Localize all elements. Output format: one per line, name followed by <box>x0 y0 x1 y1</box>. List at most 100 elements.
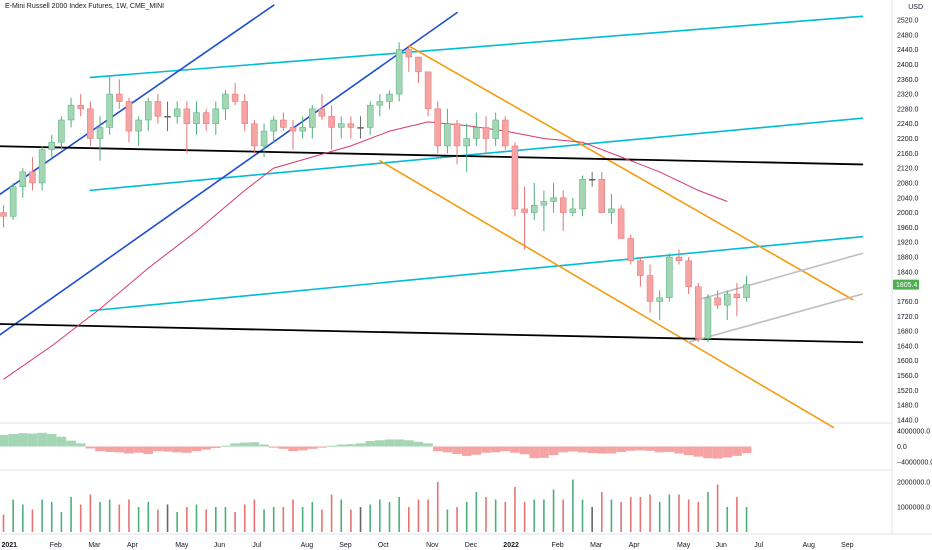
trendline <box>687 293 864 344</box>
price-tick-label: 1960.0 <box>897 225 919 232</box>
oscillator-bar <box>404 440 414 447</box>
oscillator-bar <box>18 433 28 447</box>
oscillator-bar <box>664 446 675 452</box>
time-tick-label: Apr <box>127 542 139 549</box>
price-tick-label: 2360.0 <box>897 77 919 84</box>
oscillator-bar <box>0 434 9 447</box>
candle-body <box>675 256 683 261</box>
oscillator-bar <box>548 446 559 456</box>
candle-body <box>212 108 220 124</box>
oscillator-bar <box>211 446 221 449</box>
oscillator-bar <box>317 446 327 448</box>
price-tick-label: 1600.0 <box>897 358 919 365</box>
candle-body <box>202 112 210 124</box>
candle-body <box>328 116 335 128</box>
price-tick-label: 1760.0 <box>897 299 919 306</box>
oscillator-panel <box>0 432 752 459</box>
trendline <box>407 45 854 301</box>
time-tick-label: Aug <box>802 542 815 549</box>
candles <box>0 42 750 343</box>
oscillator-bar <box>46 433 57 447</box>
candle-body <box>19 171 27 187</box>
price-tick-label: 2080.0 <box>897 180 919 187</box>
current-price-badge <box>893 279 919 290</box>
candle-body <box>77 104 84 110</box>
price-tick-label: 2160.0 <box>897 151 919 158</box>
oscillator-bar <box>375 440 385 447</box>
oscillator-bar <box>616 446 626 452</box>
price-tick-label: 2520.0 <box>897 18 919 25</box>
oscillator-bar <box>355 443 366 447</box>
oscillator-bar <box>307 446 318 449</box>
candle-body <box>395 49 403 95</box>
oscillator-bar <box>182 446 192 453</box>
time-tick-label: Aug <box>301 542 314 549</box>
oscillator-bar <box>558 446 568 453</box>
price-tick-label: 1640.0 <box>897 343 919 350</box>
time-tick-label: Nov <box>426 542 439 549</box>
oscillator-bar <box>703 446 713 459</box>
oscillator-bar <box>413 441 424 447</box>
candle-body <box>154 101 162 117</box>
candle-body <box>376 101 384 106</box>
candle-body <box>173 108 181 117</box>
candle-body <box>637 260 644 276</box>
oscillator-bar <box>442 446 453 453</box>
oscillator-bar <box>153 446 163 452</box>
candle-body <box>444 123 451 147</box>
candle-body <box>502 119 509 147</box>
oscillator-bar <box>597 446 607 454</box>
oscillator-bar <box>529 446 540 459</box>
time-tick-label: Mar <box>590 542 603 549</box>
candle-body <box>106 93 113 128</box>
candle-body <box>473 127 480 139</box>
oscillator-bar <box>490 446 501 453</box>
currency-label: USD <box>908 4 923 11</box>
oscillator-bar <box>577 446 588 453</box>
oscillator-bar <box>56 436 67 447</box>
price-tick-label: 2480.0 <box>897 32 919 39</box>
candle-body <box>434 108 441 147</box>
time-tick-label: 2022 <box>503 542 519 549</box>
time-tick-label: Jun <box>716 542 727 549</box>
time-tick-label: May <box>677 542 691 549</box>
oscillator-bar <box>249 442 260 447</box>
candle-body <box>260 130 268 147</box>
price-tick-label: 2200.0 <box>897 136 919 143</box>
oscillator-bar <box>8 433 18 447</box>
candle-body <box>646 275 654 302</box>
candle-body <box>9 186 17 217</box>
oscillator-bar <box>288 446 298 452</box>
oscillator-bar <box>461 446 472 456</box>
oscillator-bar <box>519 446 530 455</box>
time-tick-label: 2021 <box>2 542 18 549</box>
candle-body <box>29 171 36 184</box>
price-tick-label: 1720.0 <box>897 314 919 321</box>
oscillator-bar <box>712 446 723 459</box>
oscillator-bar <box>539 446 549 458</box>
trendlines[interactable] <box>0 4 864 429</box>
candle-body <box>588 179 596 181</box>
candle-body <box>231 93 239 102</box>
oscillator-bar <box>297 446 308 451</box>
candle-body <box>0 212 7 217</box>
oscillator-bar <box>172 446 182 453</box>
candle-body <box>347 123 355 128</box>
candle-body <box>251 123 258 147</box>
oscillator-bar <box>66 440 76 447</box>
candle-body <box>125 101 133 132</box>
oscillator-tick-label: 0.0 <box>897 444 907 451</box>
oscillator-bar <box>693 446 704 457</box>
candle-body <box>241 101 248 124</box>
candle-body <box>366 104 374 128</box>
chart-title: E-Mini Russell 2000 Index Futures, 1W, C… <box>5 3 165 10</box>
candle-body <box>482 127 490 139</box>
oscillator-bar <box>394 439 404 447</box>
oscillator-bar <box>220 445 231 447</box>
volume-tick-label: 2000000.0 <box>897 480 930 487</box>
price-tick-label: 1920.0 <box>897 240 919 247</box>
candle-body <box>280 119 287 128</box>
candle-body <box>164 116 171 118</box>
candle-body <box>415 56 422 73</box>
